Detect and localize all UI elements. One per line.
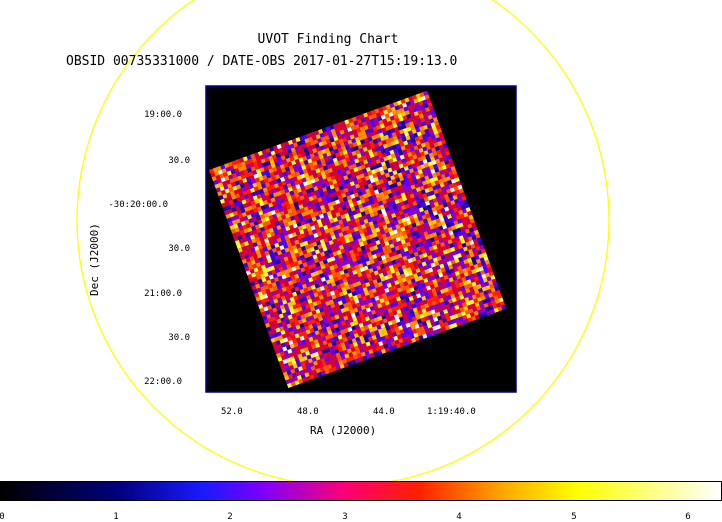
colorbar-tick-label: 5 (571, 512, 577, 522)
colorbar (0, 481, 722, 501)
colorbar-tick-label: 4 (456, 512, 462, 522)
y-tick-label: 30.0 (168, 333, 190, 343)
x-tick-label: 48.0 (297, 407, 319, 417)
y-tick-label: 21:00.0 (144, 289, 182, 299)
colorbar-tick-label: 3 (342, 512, 348, 522)
x-tick-label: 44.0 (373, 407, 395, 417)
chart-subtitle: OBSID 00735331000 / DATE-OBS 2017-01-27T… (66, 54, 458, 69)
noise-image (209, 90, 507, 389)
y-tick-label: 30.0 (168, 156, 190, 166)
colorbar-tick-label: 6 (685, 512, 691, 522)
colorbar-tick-label: 1 (113, 512, 119, 522)
y-tick-label: 19:00.0 (144, 110, 182, 120)
y-axis-label: Dec (J2000) (88, 223, 101, 296)
colorbar-tick-label: 0 (0, 512, 5, 522)
x-tick-label: 1:19:40.0 (427, 407, 476, 417)
colorbar-tick-label: 2 (227, 512, 233, 522)
y-tick-label: 22:00.0 (144, 377, 182, 387)
y-tick-label: 30.0 (168, 244, 190, 254)
chart-title: UVOT Finding Chart (257, 32, 399, 47)
y-tick-label: -30:20:00.0 (108, 200, 168, 210)
x-axis-label: RA (J2000) (310, 424, 377, 437)
x-tick-label: 52.0 (221, 407, 243, 417)
